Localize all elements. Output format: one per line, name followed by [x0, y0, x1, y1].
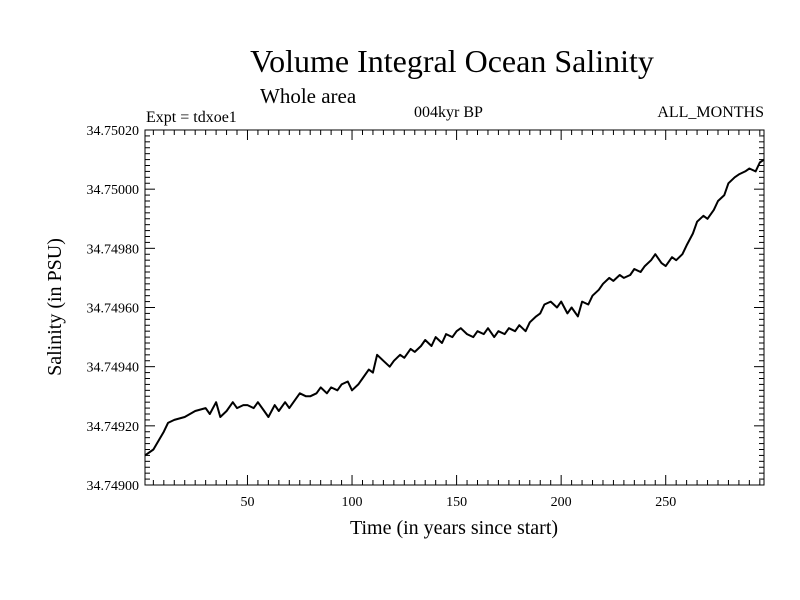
y-tick-label: 34.75000	[87, 183, 140, 198]
salinity-series-line	[144, 158, 765, 457]
x-axis-label: Time (in years since start)	[350, 517, 558, 539]
x-tick-labels: 50 100 150 200 250	[240, 495, 676, 510]
y-tick-label: 34.74900	[87, 479, 140, 494]
chart-title: Volume Integral Ocean Salinity	[250, 43, 654, 79]
x-tick-label: 150	[446, 495, 467, 510]
y-tick-label: 34.74920	[87, 420, 140, 435]
y-tick-label: 34.74980	[87, 242, 140, 257]
chart-subtitle: Whole area	[260, 84, 357, 108]
experiment-label: Expt = tdxoe1	[146, 109, 237, 126]
x-tick-label: 200	[551, 495, 572, 510]
axis-ticks	[145, 129, 764, 486]
y-tick-label: 34.74960	[87, 302, 140, 317]
plot-frame	[144, 129, 765, 486]
x-tick-label: 250	[655, 495, 676, 510]
x-tick-label: 50	[240, 495, 254, 510]
y-tick-label: 34.74940	[87, 361, 140, 376]
months-label: ALL_MONTHS	[657, 104, 764, 121]
period-label: 004kyr BP	[414, 104, 483, 121]
y-axis-label: Salinity (in PSU)	[44, 238, 66, 376]
x-tick-label: 100	[342, 495, 363, 510]
y-tick-labels: 34.74900 34.74920 34.74940 34.74960 34.74980…	[87, 124, 140, 494]
y-tick-label: 34.75020	[87, 124, 140, 139]
